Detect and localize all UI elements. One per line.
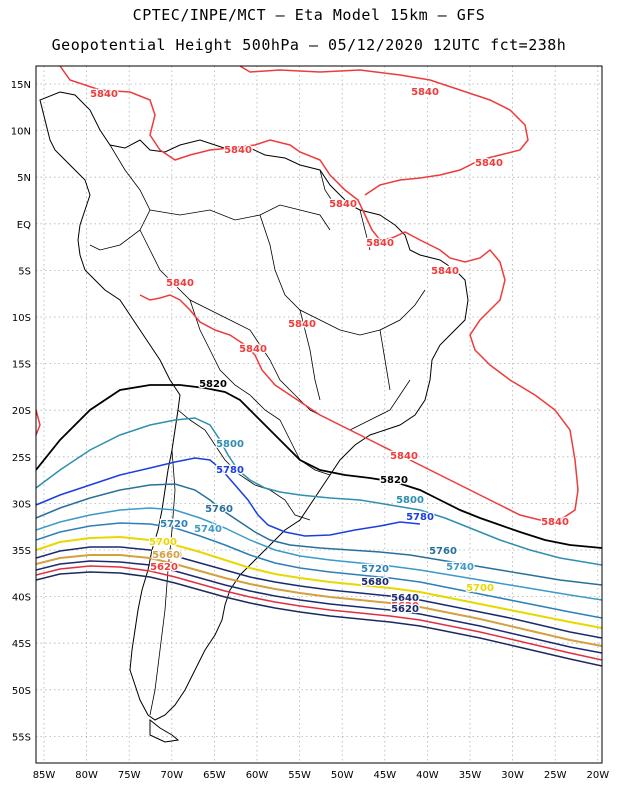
lat-label: 10N: [11, 127, 31, 138]
lon-label: 75W: [118, 770, 141, 781]
lon-label: 20W: [586, 770, 609, 781]
contour-label: 5780: [216, 465, 244, 476]
longitude-labels: 85W 80W 75W 70W 65W 60W 55W 50W 45W 40W 35W 30W 25W 2…: [33, 770, 610, 781]
contour-5840-north: [59, 66, 579, 521]
contour-label: 5840: [224, 145, 252, 156]
contour-label: 5840: [475, 158, 503, 169]
contour-label: 5720: [160, 519, 188, 530]
contour-label: 5840: [431, 266, 459, 277]
contour-label: 5800: [396, 495, 424, 506]
contour-label: 5800: [216, 439, 244, 450]
lon-label: 50W: [331, 770, 354, 781]
contour-5680: [36, 546, 602, 639]
contour-label: 5820: [199, 379, 227, 390]
contour-label: 5840: [411, 87, 439, 98]
contour-5640: [36, 560, 602, 654]
contour-label: 5820: [380, 475, 408, 486]
contour-5600: [36, 571, 602, 667]
contour-label: 5760: [429, 546, 457, 557]
lat-label: 45S: [12, 639, 31, 650]
lat-label: 5S: [18, 266, 31, 277]
lon-label: 35W: [459, 770, 482, 781]
lon-label: 70W: [160, 770, 183, 781]
lat-label: 55S: [12, 732, 31, 743]
contour-label: 5740: [446, 562, 474, 573]
lat-label: 20S: [12, 406, 31, 417]
contour-label: 5700: [149, 537, 177, 548]
contour-label: 5760: [205, 504, 233, 515]
contour-label: 5840: [541, 517, 569, 528]
contour-label: 5680: [154, 550, 182, 561]
contour-label: 5620: [150, 562, 178, 573]
lon-label: 45W: [373, 770, 396, 781]
lon-label: 55W: [288, 770, 311, 781]
lat-label: 40S: [12, 593, 31, 604]
contour-label: 5700: [466, 583, 494, 594]
map-title-line1: CPTEC/INPE/MCT – Eta Model 15km – GFS: [132, 6, 486, 24]
contour-5700: [36, 535, 602, 629]
lon-label: 40W: [416, 770, 439, 781]
contour-label: 5840: [239, 344, 267, 355]
contour-label: 5620: [391, 604, 419, 615]
contour-5820: [36, 384, 602, 549]
contour-label: 5660: [152, 550, 180, 561]
lat-label: 50S: [12, 686, 31, 697]
lon-label: 80W: [75, 770, 98, 781]
latitude-labels: 15N 10N 5N EQ 5S 10S 15S 20S 25S 30S 35S 40S 45S 50S 5…: [11, 80, 31, 743]
coastline: [39, 91, 469, 743]
contour-label: 5780: [406, 512, 434, 523]
map-frame: [35, 65, 603, 764]
lat-label: 15N: [11, 80, 31, 91]
contour-label: 5840: [390, 451, 418, 462]
lon-label: 60W: [246, 770, 269, 781]
contour-label: 5840: [288, 319, 316, 330]
contour-label: 5680: [361, 577, 389, 588]
contour-label: 5840: [366, 238, 394, 249]
contour-5660: [36, 554, 602, 647]
country-borders: [89, 144, 426, 716]
contour-labels: 5840 5840 5840 5840 5840 5840 5840 5840 5840 5840…: [89, 86, 570, 617]
lon-label: 25W: [544, 770, 567, 781]
lon-label: 85W: [33, 770, 56, 781]
lat-label: EQ: [17, 220, 31, 231]
contour-5780: [36, 457, 421, 537]
contour-label: 5640: [391, 593, 419, 604]
lat-label: 10S: [12, 313, 31, 324]
lat-label: 30S: [12, 499, 31, 510]
contour-lines: [36, 66, 602, 667]
contour-label: 5620: [391, 601, 419, 612]
contour-label: 5840: [166, 278, 194, 289]
map-title-line2: Geopotential Height 500hPa – 05/12/2020 …: [51, 36, 567, 54]
contour-5620: [36, 565, 602, 661]
lon-label: 65W: [203, 770, 226, 781]
contour-5760: [36, 483, 602, 586]
contour-label: 5720: [361, 564, 389, 575]
contour-5800: [36, 417, 602, 566]
contour-5740: [36, 507, 602, 601]
contour-label: 5740: [194, 524, 222, 535]
contour-label: 5840: [90, 89, 118, 100]
lat-label: 5N: [17, 173, 31, 184]
contour-label: 5840: [329, 199, 357, 210]
grid-lines: [36, 66, 602, 763]
lon-label: 30W: [501, 770, 524, 781]
lat-label: 35S: [12, 546, 31, 557]
lat-label: 25S: [12, 453, 31, 464]
lat-label: 15S: [12, 360, 31, 371]
contour-5720: [36, 522, 602, 619]
